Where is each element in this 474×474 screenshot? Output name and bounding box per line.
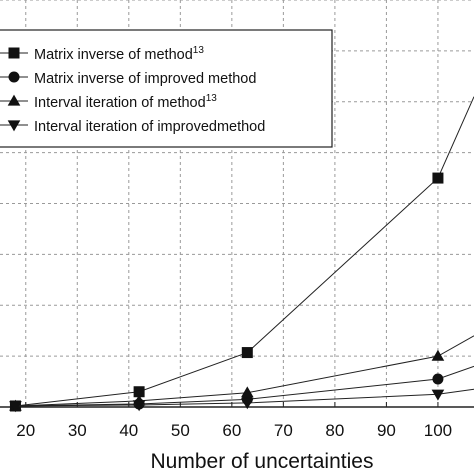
x-tick-label: 30 — [68, 421, 87, 440]
triangle-down-marker — [132, 400, 146, 412]
x-tick-label: 50 — [171, 421, 190, 440]
x-tick-label: 40 — [119, 421, 138, 440]
tick-labels: 20 30 40 50 60 70 80 90 100 — [16, 421, 452, 440]
axes — [0, 402, 474, 408]
x-tick-label: 80 — [325, 421, 344, 440]
legend: Matrix inverse of method13 Matrix inverse… — [0, 29, 333, 148]
series-layer — [9, 96, 474, 413]
circle-icon — [8, 71, 20, 83]
x-tick-label: 20 — [16, 421, 35, 440]
x-tick-label: 60 — [222, 421, 241, 440]
square-marker — [133, 386, 145, 398]
legend-superscript: 13 — [193, 45, 205, 56]
triangle-down-marker — [431, 389, 445, 401]
series-2 — [9, 365, 474, 412]
legend-item-3: Interval iteration of method13 — [0, 93, 217, 111]
legend-item-4: Interval iteration of improvedmethod — [0, 119, 265, 135]
legend-label: Matrix inverse of improved method — [34, 71, 256, 87]
square-marker — [432, 172, 444, 184]
triangle-up-icon — [7, 94, 21, 106]
legend-label: Matrix inverse of method13 — [34, 45, 204, 63]
triangle-down-icon — [7, 120, 21, 132]
triangle-up-marker — [431, 349, 445, 361]
x-tick-label: 90 — [377, 421, 396, 440]
legend-item-2: Matrix inverse of improved method — [0, 71, 256, 87]
triangle-down-marker — [240, 398, 254, 410]
circle-marker — [432, 373, 444, 385]
triangle-up-marker — [240, 386, 254, 398]
triangle-down-marker — [9, 401, 22, 413]
legend-superscript: 13 — [206, 93, 218, 104]
legend-label: Interval iteration of method13 — [34, 93, 217, 111]
legend-box — [0, 29, 333, 148]
square-marker — [241, 347, 253, 359]
legend-item-1: Matrix inverse of method13 — [0, 45, 204, 63]
square-icon — [8, 47, 20, 59]
series-4 — [9, 388, 474, 413]
x-axis-label: Number of uncertainties — [151, 450, 374, 473]
legend-label: Interval iteration of improvedmethod — [34, 119, 265, 135]
x-tick-label: 70 — [274, 421, 293, 440]
x-tick-label: 100 — [424, 421, 452, 440]
